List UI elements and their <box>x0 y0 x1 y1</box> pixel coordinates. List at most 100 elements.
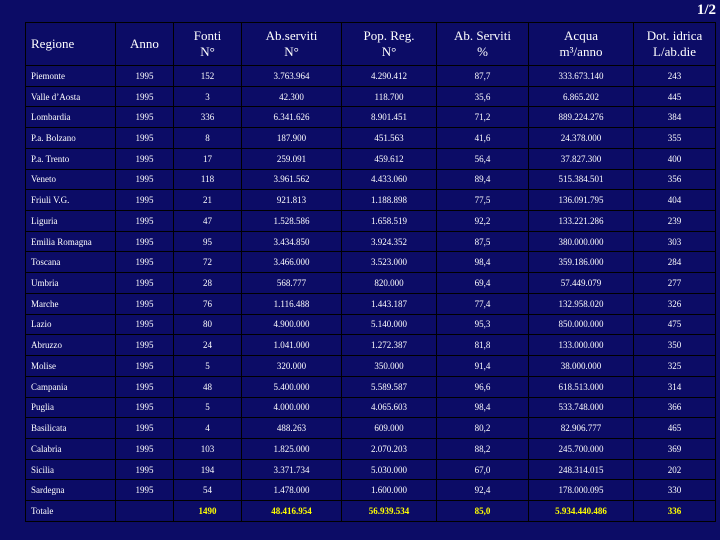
header-water-volume-line2: m³/anno <box>559 44 603 59</box>
sources-cell: 95 <box>173 230 242 253</box>
water-volume-cell: 248.314.015 <box>528 458 634 481</box>
header-regional-population-line2: N° <box>381 44 397 59</box>
water-volume-cell: 133.000.000 <box>528 334 634 357</box>
served-percent-cell: 69,4 <box>436 272 529 294</box>
table-row: Toscana 1995 72 3.466.000 3.523.000 98,4 359.1… <box>25 251 716 274</box>
water-volume-cell: 245.700.000 <box>528 437 634 460</box>
water-volume-cell: 6.865.202 <box>528 85 634 108</box>
water-allocation-cell: 369 <box>633 437 716 460</box>
year-cell: 1995 <box>115 251 174 274</box>
water-allocation-cell: 325 <box>633 355 716 377</box>
sources-cell: 3 <box>173 85 242 108</box>
served-inhabitants-cell: 259.091 <box>241 147 342 170</box>
water-volume-cell: 850.000.000 <box>528 313 634 336</box>
region-cell: P.a. Trento <box>25 147 116 170</box>
total-water-allocation-cell: 336 <box>633 500 716 522</box>
served-percent-cell: 77,4 <box>436 292 529 315</box>
served-percent-cell: 35,6 <box>436 85 529 108</box>
table-row: Valle d’Aosta 1995 3 42.300 118.700 35,6 6.865… <box>25 85 716 108</box>
header-region: Regione <box>25 22 116 66</box>
table-row: Umbria 1995 28 568.777 820.000 69,4 57.449.079… <box>25 272 716 294</box>
water-volume-cell: 136.091.795 <box>528 189 634 212</box>
table-row: Abruzzo 1995 24 1.041.000 1.272.387 81,8 133.0… <box>25 334 716 357</box>
water-volume-cell: 515.384.501 <box>528 168 634 191</box>
table-row: Molise 1995 5 320.000 350.000 91,4 38.000.000 3… <box>25 355 716 377</box>
water-allocation-cell: 239 <box>633 210 716 232</box>
population-cell: 1.600.000 <box>341 479 437 502</box>
page-number: 1/2 <box>696 2 716 18</box>
served-inhabitants-cell: 1.478.000 <box>241 479 342 502</box>
served-percent-cell: 67,0 <box>436 458 529 481</box>
population-cell: 2.070.203 <box>341 437 437 460</box>
served-percent-cell: 81,8 <box>436 334 529 357</box>
header-served-percent-line1: Ab. Serviti <box>453 28 512 43</box>
water-volume-cell: 132.958.020 <box>528 292 634 315</box>
served-percent-cell: 87,5 <box>436 230 529 253</box>
water-allocation-cell: 243 <box>633 65 716 87</box>
year-cell: 1995 <box>115 230 174 253</box>
table-row: Liguria 1995 47 1.528.586 1.658.519 92,2 133.2… <box>25 210 716 232</box>
water-volume-cell: 38.000.000 <box>528 355 634 377</box>
year-cell: 1995 <box>115 375 174 398</box>
region-cell: Campania <box>25 375 116 398</box>
header-water-volume-line1: Acqua <box>564 28 598 43</box>
water-allocation-cell: 350 <box>633 334 716 357</box>
water-volume-cell: 618.513.000 <box>528 375 634 398</box>
header-sources-line2: N° <box>200 44 215 59</box>
year-cell: 1995 <box>115 437 174 460</box>
population-cell: 1.188.898 <box>341 189 437 212</box>
table-row: Friuli V.G. 1995 21 921.813 1.188.898 77,5 136… <box>25 189 716 212</box>
population-cell: 1.272.387 <box>341 334 437 357</box>
served-percent-cell: 41,6 <box>436 127 529 149</box>
region-cell: Veneto <box>25 168 116 191</box>
water-allocation-cell: 303 <box>633 230 716 253</box>
sources-cell: 48 <box>173 375 242 398</box>
sources-cell: 5 <box>173 396 242 419</box>
water-allocation-cell: 355 <box>633 127 716 149</box>
water-allocation-cell: 277 <box>633 272 716 294</box>
population-cell: 8.901.451 <box>341 106 437 129</box>
served-inhabitants-cell: 1.041.000 <box>241 334 342 357</box>
region-cell: P.a. Bolzano <box>25 127 116 149</box>
water-allocation-cell: 202 <box>633 458 716 481</box>
header-water-allocation: Dot. idrica L/ab.die <box>633 22 716 66</box>
population-cell: 4.290.412 <box>341 65 437 87</box>
header-served-inhabitants-line1: Ab.serviti <box>265 28 318 43</box>
served-percent-cell: 98,4 <box>436 251 529 274</box>
table-body: Piemonte 1995 152 3.763.964 4.290.412 87,7 333… <box>25 65 716 522</box>
population-cell: 451.563 <box>341 127 437 149</box>
year-cell: 1995 <box>115 272 174 294</box>
served-inhabitants-cell: 1.116.488 <box>241 292 342 315</box>
population-cell: 3.523.000 <box>341 251 437 274</box>
table-row: Campania 1995 48 5.400.000 5.589.587 96,6 618.… <box>25 375 716 398</box>
sources-cell: 80 <box>173 313 242 336</box>
water-volume-cell: 380.000.000 <box>528 230 634 253</box>
sources-cell: 28 <box>173 272 242 294</box>
table-row: Emilia Romagna 1995 95 3.434.850 3.924.352 87… <box>25 230 716 253</box>
sources-cell: 194 <box>173 458 242 481</box>
water-allocation-cell: 400 <box>633 147 716 170</box>
header-sources: Fonti N° <box>173 22 242 66</box>
region-cell: Puglia <box>25 396 116 419</box>
total-population-cell: 56.939.534 <box>341 500 437 522</box>
total-served-inhabitants-cell: 48.416.954 <box>241 500 342 522</box>
population-cell: 4.065.603 <box>341 396 437 419</box>
region-cell: Umbria <box>25 272 116 294</box>
year-cell: 1995 <box>115 65 174 87</box>
header-water-volume: Acqua m³/anno <box>528 22 634 66</box>
population-cell: 350.000 <box>341 355 437 377</box>
sources-cell: 17 <box>173 147 242 170</box>
served-inhabitants-cell: 3.466.000 <box>241 251 342 274</box>
total-served-percent-cell: 85,0 <box>436 500 529 522</box>
sources-cell: 152 <box>173 65 242 87</box>
population-cell: 609.000 <box>341 417 437 439</box>
sources-cell: 21 <box>173 189 242 212</box>
region-cell: Lombardia <box>25 106 116 129</box>
table-row: Veneto 1995 118 3.961.562 4.433.060 89,4 515.3… <box>25 168 716 191</box>
served-inhabitants-cell: 4.000.000 <box>241 396 342 419</box>
water-volume-cell: 37.827.300 <box>528 147 634 170</box>
sources-cell: 8 <box>173 127 242 149</box>
region-cell: Calabria <box>25 437 116 460</box>
water-allocation-cell: 284 <box>633 251 716 274</box>
served-percent-cell: 91,4 <box>436 355 529 377</box>
